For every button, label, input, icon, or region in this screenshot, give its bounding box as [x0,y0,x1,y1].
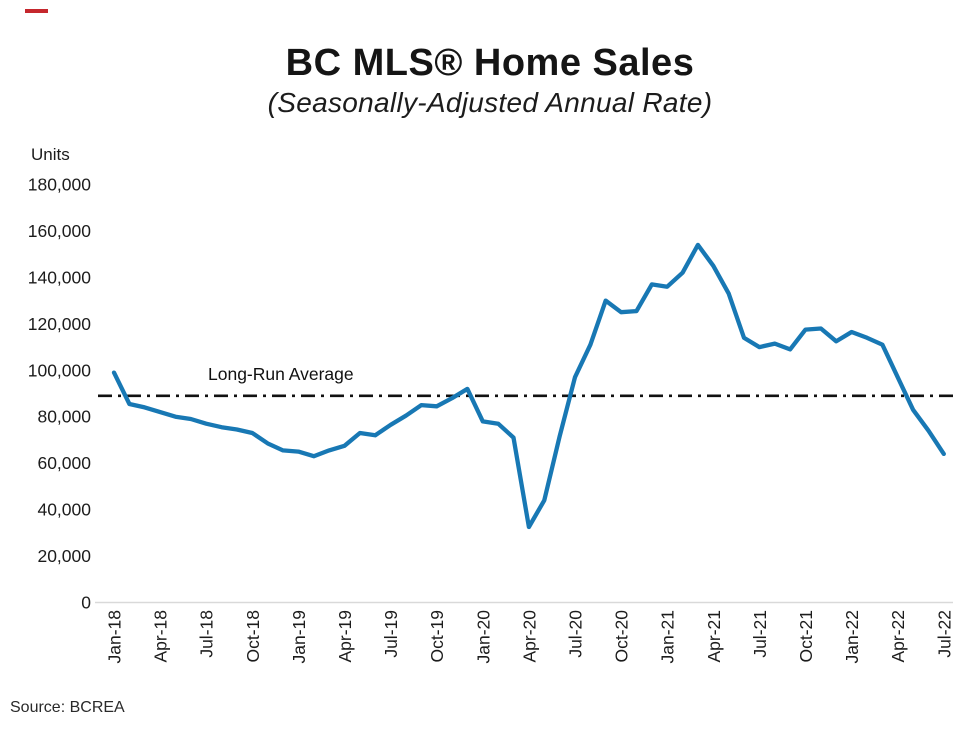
x-tick-label: Jul-18 [197,610,217,658]
y-axis-title: Units [31,145,70,164]
x-tick-label: Jan-18 [105,610,125,664]
sales-line [111,242,946,530]
x-tick-label: Jul-20 [566,610,586,658]
y-tick-label: 40,000 [37,500,91,520]
x-tick-label: Apr-20 [519,610,539,663]
x-tick-label: Jan-19 [289,610,309,664]
y-tick-label: 100,000 [28,360,92,380]
x-tick-label: Apr-22 [888,610,908,663]
x-tick-label: Jul-21 [750,610,770,658]
y-tick-label: 0 [81,593,91,613]
y-tick-label: 180,000 [28,175,92,195]
x-tick-label: Jan-22 [842,610,862,664]
y-tick-label: 140,000 [28,267,92,287]
red-corner-mark [25,9,48,13]
source-text: Source: BCREA [10,699,125,716]
y-tick-label: 20,000 [37,546,91,566]
y-tick-label: 60,000 [37,453,91,473]
x-tick-label: Jan-20 [473,610,493,664]
y-tick-label: 160,000 [28,221,92,241]
y-tick-label: 120,000 [28,314,92,334]
x-tick-label: Jul-22 [934,610,954,658]
x-tick-label: Apr-21 [704,610,724,663]
x-tick-label: Oct-18 [243,610,263,663]
page-title: BC MLS® Home Sales [285,42,695,84]
y-tick-label: 80,000 [37,407,91,427]
x-tick-label: Apr-18 [151,610,171,663]
x-tick-label: Oct-19 [427,610,447,663]
x-tick-label: Apr-19 [335,610,355,663]
x-tick-label: Oct-21 [796,610,816,663]
x-tick-label: Jan-21 [658,610,678,664]
long-run-average-label: Long-Run Average [208,364,354,384]
x-tick-label: Oct-20 [612,610,632,663]
page-subtitle: (Seasonally-Adjusted Annual Rate) [267,87,713,118]
x-tick-label: Jul-19 [381,610,401,658]
